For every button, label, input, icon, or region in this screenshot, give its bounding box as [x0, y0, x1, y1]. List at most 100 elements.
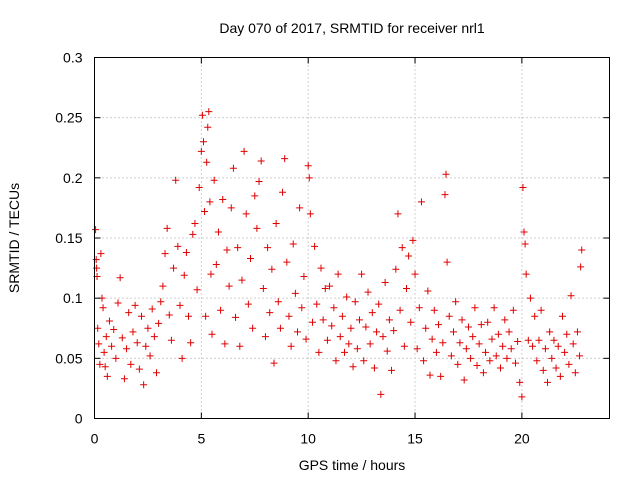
data-point — [424, 287, 432, 295]
data-point — [417, 198, 425, 206]
data-point — [302, 335, 310, 343]
data-point — [296, 204, 304, 212]
data-point — [195, 183, 203, 191]
data-point — [249, 324, 257, 332]
data-point — [377, 390, 385, 398]
data-points — [92, 108, 586, 401]
x-axis-title: GPS time / hours — [299, 457, 406, 473]
data-point — [99, 304, 107, 312]
data-point — [428, 335, 436, 343]
data-point — [509, 306, 517, 314]
data-point — [522, 270, 530, 278]
data-point — [157, 298, 165, 306]
data-point — [571, 369, 579, 377]
data-point — [544, 378, 552, 386]
data-point — [379, 333, 387, 341]
data-point — [521, 240, 529, 248]
data-point — [430, 306, 438, 314]
data-point — [118, 334, 126, 342]
data-point — [96, 360, 104, 368]
data-point — [432, 348, 440, 356]
data-point — [189, 230, 197, 238]
data-point — [464, 323, 472, 331]
data-point — [305, 174, 313, 182]
data-point — [219, 195, 227, 203]
data-point — [108, 342, 116, 350]
data-point — [411, 270, 419, 278]
data-point — [206, 198, 214, 206]
data-point — [315, 348, 323, 356]
data-point — [467, 354, 475, 362]
data-point — [174, 242, 182, 250]
data-point — [246, 254, 254, 262]
data-point — [304, 162, 312, 170]
data-point — [193, 286, 201, 294]
data-point — [447, 352, 455, 360]
data-point — [471, 304, 479, 312]
data-point — [385, 316, 393, 324]
data-point — [311, 242, 319, 250]
x-tick-labels: 0 5 10 15 20 — [91, 431, 530, 447]
data-point — [110, 325, 118, 333]
data-point — [349, 363, 357, 371]
data-point — [578, 246, 586, 254]
data-point — [355, 316, 363, 324]
data-point — [94, 324, 102, 332]
data-point — [441, 191, 449, 199]
y-tick-label: 0.15 — [55, 230, 82, 246]
data-point — [125, 309, 133, 317]
data-point — [133, 339, 141, 347]
data-point — [100, 348, 108, 356]
data-point — [394, 210, 402, 218]
data-point — [138, 312, 146, 320]
data-point — [281, 155, 289, 163]
data-point — [450, 328, 458, 336]
data-point — [178, 354, 186, 362]
y-tick-labels: 0 0.05 0.1 0.15 0.2 0.25 0.3 — [55, 50, 82, 427]
data-point — [155, 319, 163, 327]
data-point — [328, 322, 336, 330]
data-point — [229, 164, 237, 172]
data-point — [199, 138, 207, 146]
data-point — [120, 375, 128, 383]
x-tick-label: 15 — [407, 431, 423, 447]
data-point — [198, 111, 206, 119]
x-tick-label: 0 — [91, 431, 99, 447]
data-point — [261, 333, 269, 341]
data-point — [565, 360, 573, 368]
data-point — [317, 264, 325, 272]
data-point — [135, 365, 143, 373]
data-point — [529, 342, 537, 350]
data-point — [294, 328, 302, 336]
data-point — [347, 324, 355, 332]
data-point — [396, 306, 404, 314]
data-point — [338, 312, 346, 320]
data-point — [251, 192, 259, 200]
data-point — [212, 260, 220, 268]
data-point — [112, 354, 120, 362]
data-point — [563, 330, 571, 338]
x-tick-label: 20 — [514, 431, 530, 447]
data-point — [400, 342, 408, 350]
data-point — [266, 309, 274, 317]
data-point — [366, 340, 374, 348]
y-tick-label: 0.2 — [63, 170, 83, 186]
data-point — [388, 366, 396, 374]
data-point — [576, 352, 584, 360]
data-point — [390, 327, 398, 335]
data-point — [197, 147, 205, 155]
data-point — [501, 316, 509, 324]
data-point — [101, 363, 109, 371]
data-point — [343, 293, 351, 301]
data-point — [321, 285, 329, 293]
data-point — [253, 224, 261, 232]
data-point — [567, 292, 575, 300]
data-point — [558, 312, 566, 320]
data-point — [442, 170, 450, 178]
data-point — [103, 372, 111, 380]
data-point — [409, 236, 417, 244]
data-point — [172, 176, 180, 184]
data-point — [413, 345, 421, 353]
data-point — [223, 246, 231, 254]
